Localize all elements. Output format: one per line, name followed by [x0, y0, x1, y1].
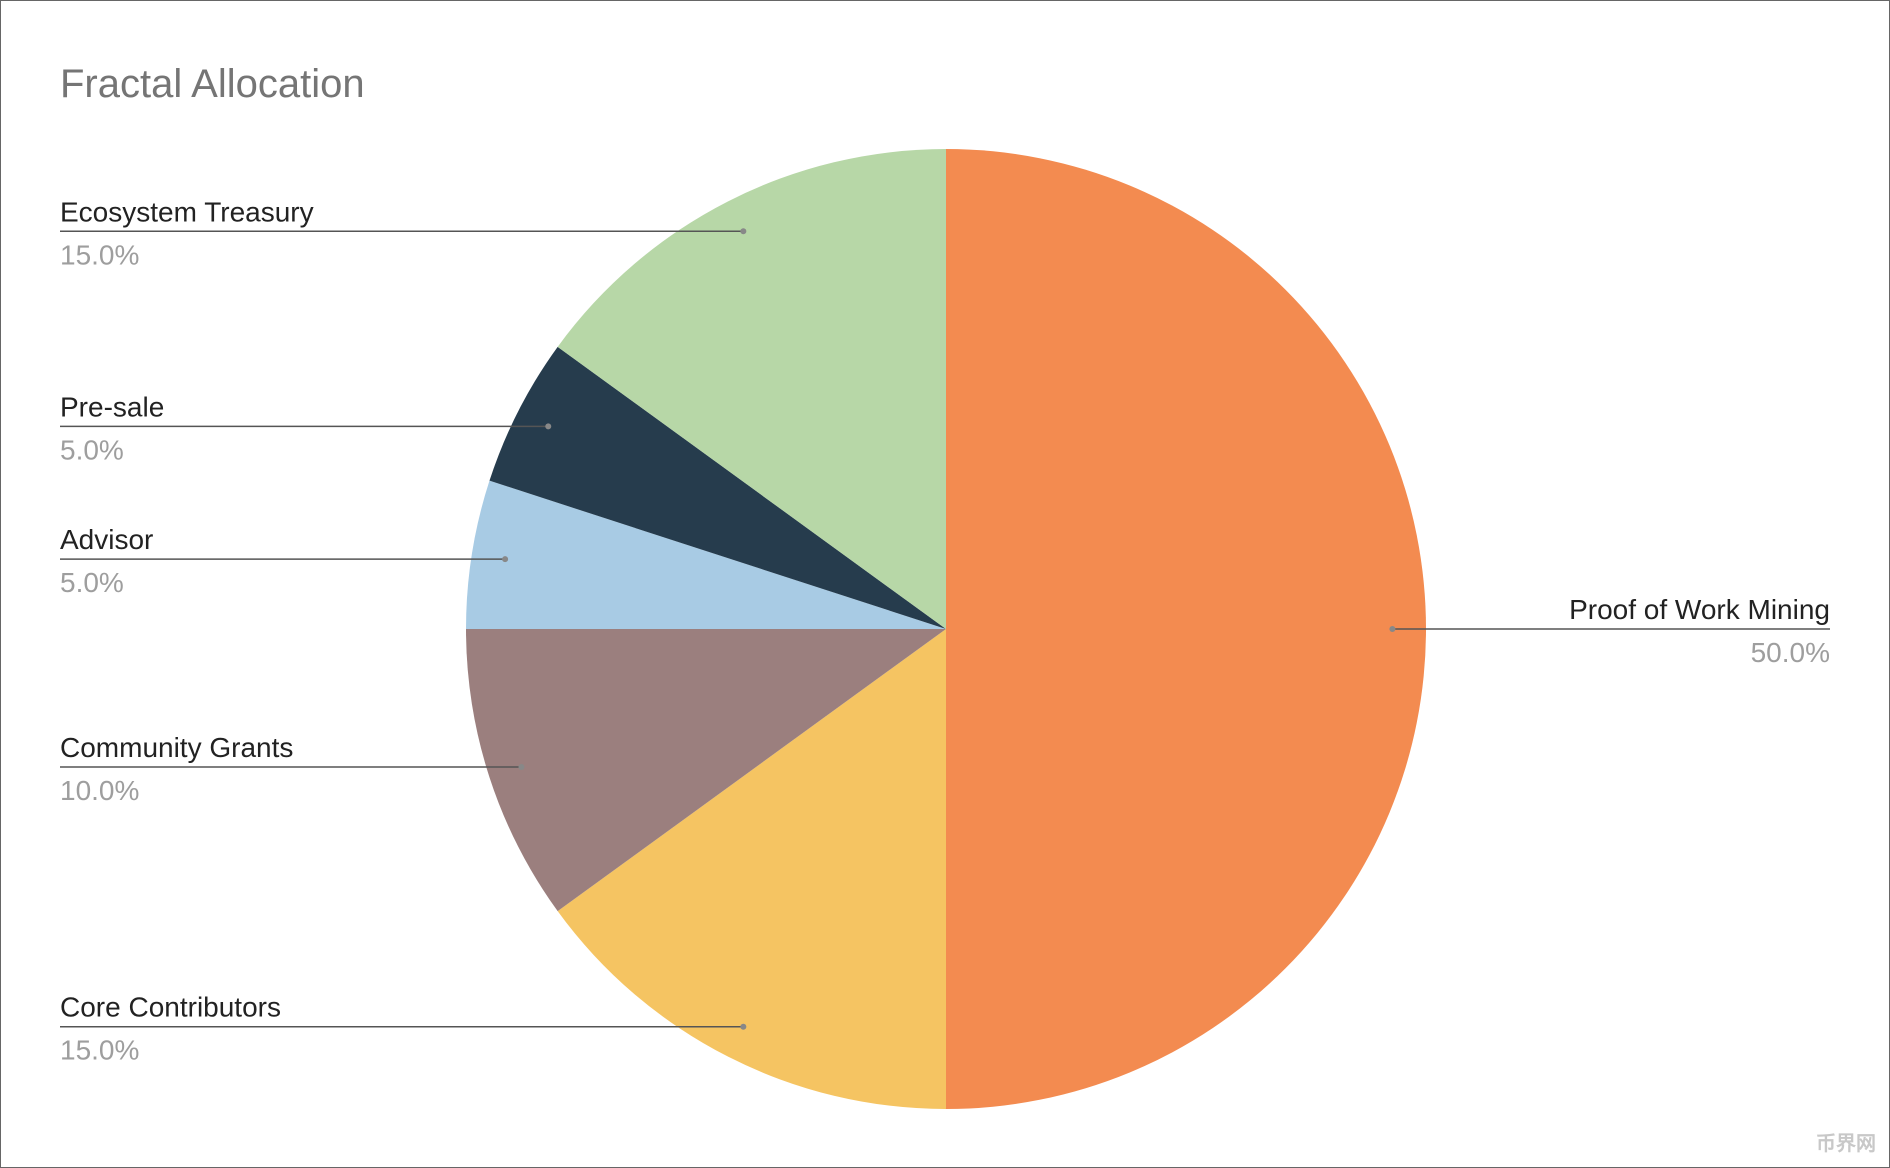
pie-slice [466, 480, 946, 629]
leader-dot [740, 228, 747, 235]
slice-value-label: 15.0% [60, 239, 139, 270]
slice-label: Proof of Work Mining [1569, 594, 1830, 625]
leader-dot [545, 423, 552, 430]
slice-label: Community Grants [60, 732, 293, 763]
slice-value-label: 50.0% [1751, 637, 1830, 668]
slice-label: Advisor [60, 524, 153, 555]
leader-dot [518, 763, 525, 770]
leader-dot [740, 1023, 747, 1030]
pie-slice [946, 149, 1426, 1109]
pie-slice [557, 149, 946, 629]
slice-label: Pre-sale [60, 391, 164, 422]
pie-slice [557, 629, 946, 1109]
leader-dot [1389, 626, 1396, 632]
pie-slice [466, 629, 946, 912]
slice-value-label: 5.0% [60, 567, 124, 598]
watermark: 币界网 [1816, 1132, 1876, 1155]
slice-label: Core Contributors [60, 992, 281, 1023]
slice-value-label: 15.0% [60, 1035, 139, 1066]
chart-title: Fractal Allocation [60, 62, 365, 106]
slice-value-label: 10.0% [60, 775, 139, 806]
pie-slice [489, 346, 946, 629]
slice-value-label: 5.0% [60, 434, 124, 465]
leader-dot [502, 556, 509, 563]
slice-label: Ecosystem Treasury [60, 196, 314, 227]
